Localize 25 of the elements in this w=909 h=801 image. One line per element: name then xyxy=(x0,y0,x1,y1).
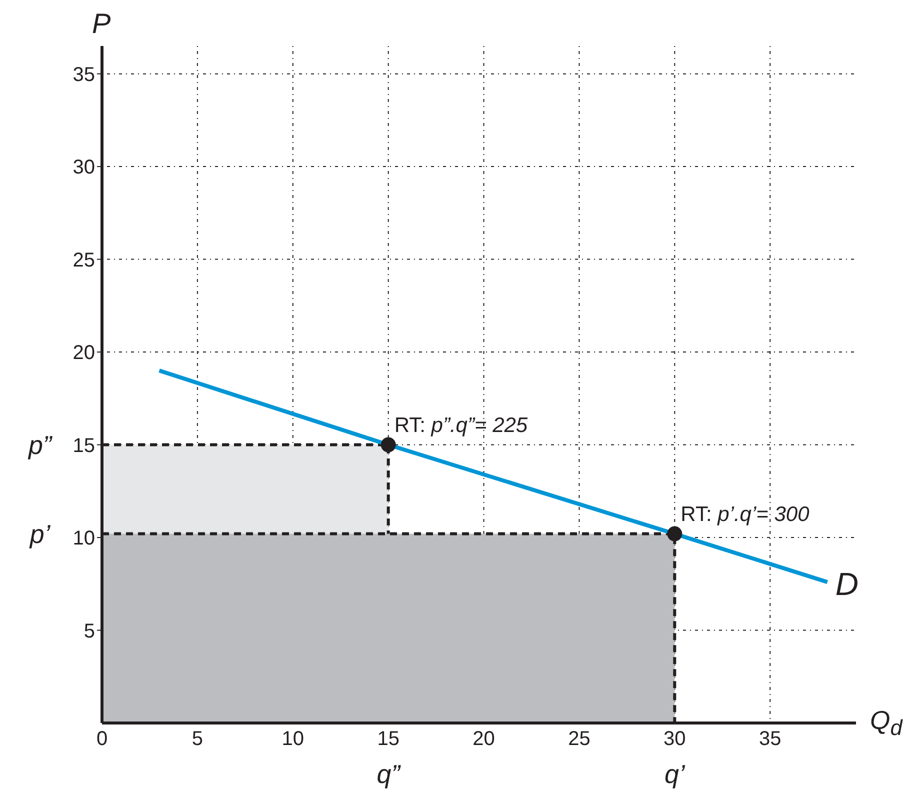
x-tick-label: 30 xyxy=(664,728,686,750)
annotation: RT: p”.q”= 225 xyxy=(394,414,528,437)
x-tick-label: 35 xyxy=(758,728,782,750)
x-tick-label: 5 xyxy=(192,728,204,750)
y-tick-label: 35 xyxy=(72,64,95,86)
y-tick-label: 25 xyxy=(72,249,95,272)
x-tick-label: 0 xyxy=(96,728,108,750)
annotation: q” xyxy=(376,759,402,789)
x-axis-title: Q$_{d}$ xyxy=(870,705,902,742)
x-tick-label: 15 xyxy=(377,728,400,750)
y-tick-label: 30 xyxy=(72,156,95,179)
x-tick-label: 25 xyxy=(568,728,590,750)
line-series xyxy=(157,368,830,584)
annotation: RT: p’.q’= 300 xyxy=(680,502,810,526)
y-axis-title: P xyxy=(92,8,111,40)
y-tick-label: 20 xyxy=(72,342,95,364)
x-tick-label: 20 xyxy=(472,728,495,750)
y-tick-label: 10 xyxy=(72,528,95,550)
y-tick-label: 15 xyxy=(72,434,95,457)
annotation: p” xyxy=(27,430,53,460)
annotation: D xyxy=(835,566,858,602)
annotation: p’ xyxy=(28,518,52,549)
y-tick-label: 5 xyxy=(84,620,95,642)
x-tick-label: 10 xyxy=(282,728,304,750)
annotation: q’ xyxy=(664,759,686,789)
